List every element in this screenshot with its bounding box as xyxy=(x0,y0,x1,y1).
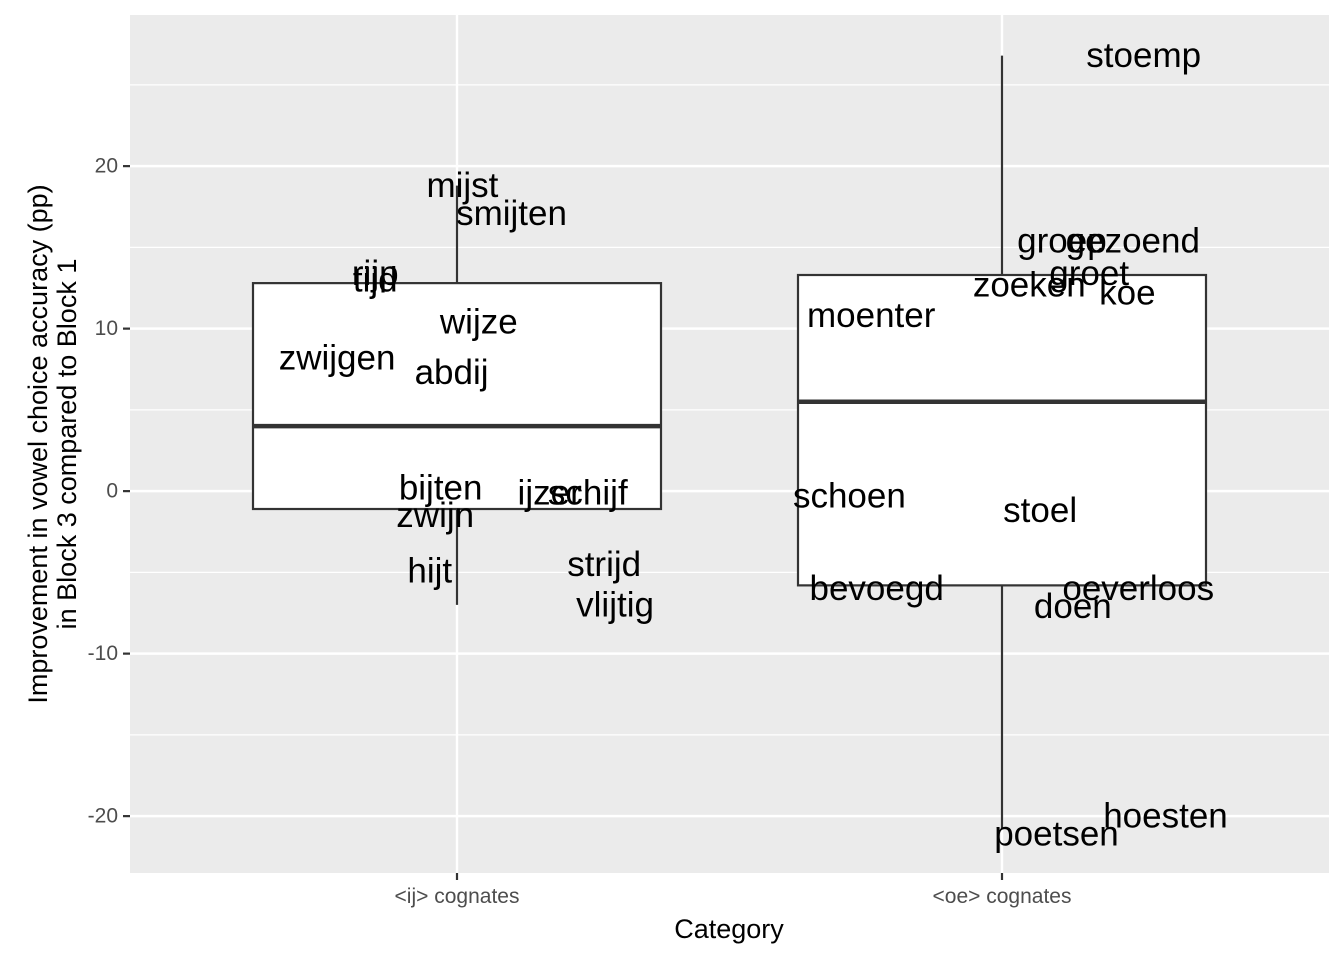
x-tick-label: <oe> cognates xyxy=(933,885,1072,908)
interquartile-box xyxy=(251,282,663,511)
word-label-strijd: strijd xyxy=(567,545,641,584)
y-tick-label: 0 xyxy=(106,480,118,503)
box-ij-cognates xyxy=(251,185,663,605)
word-label-moenter: moenter xyxy=(807,296,936,335)
word-label-bevoegd: bevoegd xyxy=(810,569,944,608)
word-label-ijzer: ijzer xyxy=(518,473,583,512)
word-label-stoemp: stoemp xyxy=(1086,36,1201,75)
box-oe-cognates xyxy=(796,55,1208,830)
word-label-doen: doen xyxy=(1034,587,1112,626)
word-label-abdij: abdij xyxy=(415,353,489,392)
y-tick-label: 20 xyxy=(95,155,118,178)
word-label-poetsen: poetsen xyxy=(994,815,1119,854)
word-label-zwijgen: zwijgen xyxy=(279,338,396,377)
word-label-rijp: rijp xyxy=(352,254,399,293)
interquartile-box xyxy=(796,273,1208,587)
x-axis-title: Category xyxy=(674,914,784,944)
boxes xyxy=(251,55,1208,830)
y-tick-label: 10 xyxy=(95,317,118,340)
y-axis-title-line-2: in Block 3 compared to Block 1 xyxy=(52,259,82,630)
word-label-gezoend: gezoend xyxy=(1066,221,1200,260)
word-label-koe: koe xyxy=(1099,273,1155,312)
y-axis: -20 -10 0 10 20 xyxy=(88,155,130,828)
word-label-hijt: hijt xyxy=(407,551,452,590)
word-label-mijst: mijst xyxy=(426,166,498,205)
word-label-schijf: schijf xyxy=(548,473,628,512)
word-label-hoesten: hoesten xyxy=(1103,797,1228,836)
y-axis-title-line-1: Improvement in vowel choice accuracy (pp… xyxy=(23,184,53,703)
word-label-smijten: smijten xyxy=(456,194,567,233)
y-axis-title: Improvement in vowel choice accuracy (pp… xyxy=(23,184,82,703)
word-label-wijze: wijze xyxy=(439,303,518,342)
y-tick-label: -20 xyxy=(88,805,118,828)
word-label-zwijn: zwijn xyxy=(396,496,474,535)
x-tick-label: <ij> cognates xyxy=(395,885,520,908)
word-label-bijten: bijten xyxy=(399,468,483,507)
x-axis: <ij> cognates <oe> cognates xyxy=(395,873,1072,908)
word-label-groep: groep xyxy=(1017,221,1107,260)
word-label-tijd: tijd xyxy=(353,260,398,299)
y-tick-label: -10 xyxy=(88,642,118,665)
word-label-stoel: stoel xyxy=(1003,491,1077,530)
word-label-oeverloos: oeverloos xyxy=(1062,569,1214,608)
word-label-schoen: schoen xyxy=(793,477,906,516)
word-label-zoeken: zoeken xyxy=(973,265,1086,304)
word-label-vlijtig: vlijtig xyxy=(576,585,654,624)
word-label-groet: groet xyxy=(1049,254,1129,293)
